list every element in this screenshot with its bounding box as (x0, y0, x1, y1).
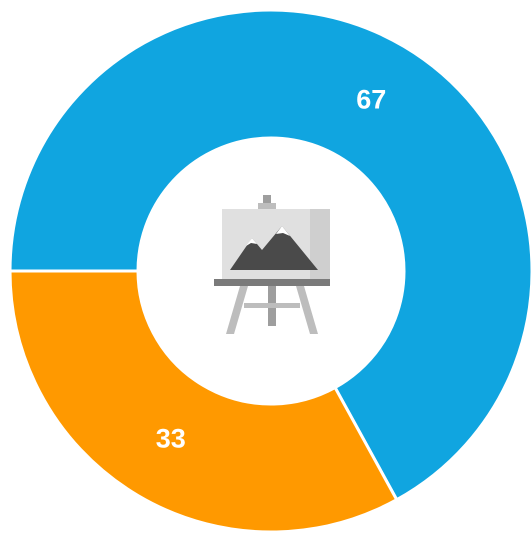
slice (8, 8, 532, 502)
value-label: 67 (356, 85, 386, 115)
slices (8, 8, 532, 534)
easel-icon (214, 195, 330, 334)
slice (8, 269, 399, 534)
value-label: 33 (156, 424, 186, 454)
